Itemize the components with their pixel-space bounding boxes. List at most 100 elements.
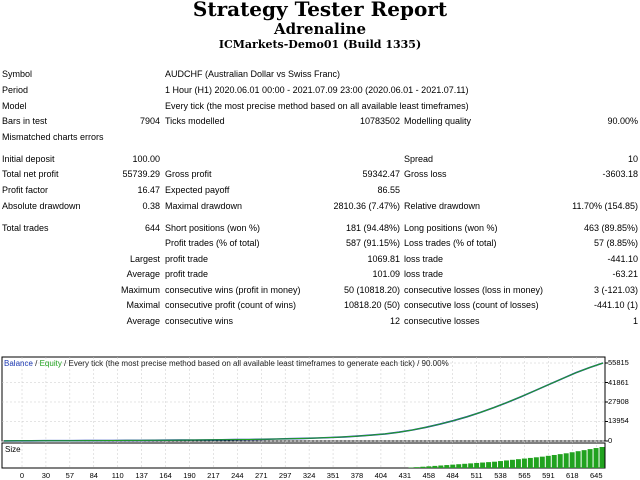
size-bar <box>420 466 426 468</box>
x-tick-label: 645 <box>589 471 603 480</box>
server-build: ICMarkets-Demo01 (Build 1335) <box>218 38 422 51</box>
largest-loss-label: loss trade <box>404 254 444 264</box>
deposit-label: Initial deposit <box>2 154 55 164</box>
average-loss-value: -63.21 <box>612 269 638 279</box>
x-tick-label: 591 <box>542 471 555 480</box>
x-tick-label: 57 <box>65 471 75 480</box>
maximal-drawdown-label: Maximal drawdown <box>165 201 243 211</box>
average-profit-label: profit trade <box>165 269 209 279</box>
largest-loss-value: -441.10 <box>607 254 638 264</box>
gross-profit-label: Gross profit <box>165 169 212 179</box>
y-tick-label: 55815 <box>608 358 629 367</box>
y-tick-label: 0 <box>608 436 613 445</box>
loss-trades-label: Loss trades (% of total) <box>404 238 497 248</box>
size-panel-label: Size <box>5 445 21 454</box>
maximal-consecutive-loss-value: -441.10 (1) <box>593 300 638 310</box>
long-positions-label: Long positions (won %) <box>404 223 498 233</box>
size-bar <box>426 466 432 468</box>
x-tick-label: 351 <box>326 471 340 480</box>
x-tick-label: 190 <box>183 471 196 480</box>
long-positions-value: 463 (89.85%) <box>583 223 638 233</box>
x-tick-label: 297 <box>278 471 292 480</box>
size-bar <box>504 460 509 468</box>
total-trades-value: 644 <box>144 223 160 233</box>
net-profit-value: 55739.29 <box>122 169 160 179</box>
model-label: Model <box>2 101 27 111</box>
gross-loss-label: Gross loss <box>404 169 447 179</box>
absolute-drawdown-value: 0.38 <box>142 201 160 211</box>
maximal-consecutive-profit-label: consecutive profit (count of wins) <box>165 300 297 310</box>
legend-balance: Balance <box>4 359 33 368</box>
report-title: Strategy Tester Report <box>192 0 448 21</box>
quality-label: Modelling quality <box>404 116 472 126</box>
size-bar <box>486 462 492 468</box>
profit-trades-value: 587 (91.15%) <box>345 238 400 248</box>
symbol-label: Symbol <box>2 69 33 79</box>
y-tick-label: 27908 <box>608 396 629 406</box>
quality-value: 90.00% <box>607 116 638 126</box>
size-bar <box>533 457 539 468</box>
mismatch-label: Mismatched charts errors <box>2 132 104 142</box>
ticks-label: Ticks modelled <box>165 116 225 126</box>
deposit-value: 100.00 <box>132 154 160 164</box>
size-bar <box>438 465 444 468</box>
x-tick-label: 404 <box>374 471 388 480</box>
size-bar <box>462 463 468 468</box>
max-consecutive-losses-label: consecutive losses (loss in money) <box>404 285 544 295</box>
x-tick-label: 244 <box>231 471 244 480</box>
spread-label: Spread <box>404 154 434 164</box>
average-loss-label: loss trade <box>404 269 444 279</box>
x-tick-label: 271 <box>255 471 268 480</box>
x-tick-label: 84 <box>89 471 98 480</box>
bars-value: 7904 <box>139 116 160 126</box>
max-consecutive-losses-value: 3 (-121.03) <box>593 285 638 295</box>
x-tick-label: 30 <box>41 471 51 480</box>
profit-factor-label: Profit factor <box>2 185 49 195</box>
x-tick-label: 511 <box>470 471 483 480</box>
profit-trades-label: Profit trades (% of total) <box>165 238 260 248</box>
loss-trades-value: 57 (8.85%) <box>593 238 638 248</box>
equity-line <box>3 362 604 442</box>
average-consecutive-wins-value: 12 <box>389 316 400 326</box>
largest-profit-value: 1069.81 <box>367 254 400 264</box>
spread-value: 10 <box>627 154 638 164</box>
bars-label: Bars in test <box>2 116 48 126</box>
size-bar <box>414 467 420 468</box>
x-tick-label: 431 <box>398 471 412 480</box>
largest-profit-label: profit trade <box>165 254 209 264</box>
x-tick-label: 137 <box>135 471 148 480</box>
maximum-label: Maximum <box>120 285 160 295</box>
profit-factor-value: 16.47 <box>137 185 160 195</box>
size-bar <box>527 457 533 468</box>
maximal-label: Maximal <box>126 300 160 310</box>
max-consecutive-wins-label: consecutive wins (profit in money) <box>165 285 301 295</box>
x-tick-label: 110 <box>111 471 124 480</box>
absolute-drawdown-label: Absolute drawdown <box>2 201 81 211</box>
x-tick-label: 324 <box>302 471 316 480</box>
legend-model-info: / Every tick (the most precise method ba… <box>61 359 449 368</box>
relative-drawdown-label: Relative drawdown <box>404 201 481 211</box>
size-bar <box>569 452 575 468</box>
maximal-consecutive-loss-label: consecutive loss (count of losses) <box>404 300 539 310</box>
size-bar <box>539 456 545 468</box>
y-tick-label: 13954 <box>608 416 629 426</box>
size-bar <box>575 451 581 468</box>
model-value: Every tick (the most precise method base… <box>165 101 469 111</box>
size-bar <box>480 462 486 468</box>
size-bar <box>492 461 498 468</box>
legend-equity: Equity <box>39 359 62 368</box>
symbol-value: AUDCHF (Australian Dollar vs Swiss Franc… <box>165 69 341 79</box>
average-consecutive-label: Average <box>126 316 160 326</box>
total-trades-label: Total trades <box>2 223 49 233</box>
chart-legend: Balance / Equity / Every tick (the most … <box>4 359 449 368</box>
size-bar <box>557 454 563 468</box>
x-tick-label: 217 <box>207 471 220 480</box>
size-bar <box>450 464 456 468</box>
expected-payoff-label: Expected payoff <box>165 185 230 195</box>
expected-payoff-value: 86.55 <box>377 185 400 195</box>
size-bar <box>456 464 462 468</box>
average-consecutive-losses-value: 1 <box>632 316 638 326</box>
x-tick-label: 164 <box>159 471 172 480</box>
size-bar <box>599 447 605 468</box>
